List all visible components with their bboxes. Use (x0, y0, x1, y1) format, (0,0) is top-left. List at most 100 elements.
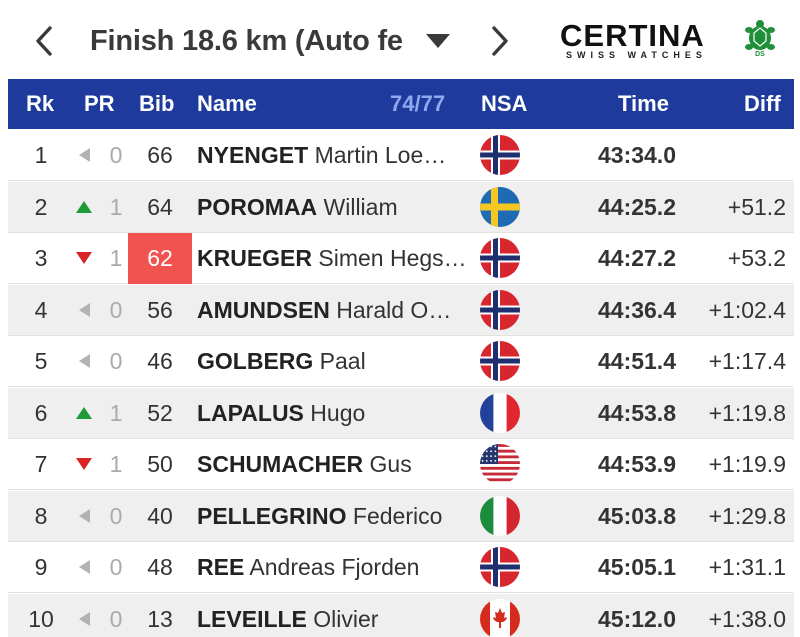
nsa-flag-icon (480, 186, 520, 227)
rank-down-icon (76, 458, 92, 470)
table-row[interactable]: 7 1 50 SCHUMACHER Gus 44:53.9 +1:19.9 (8, 439, 794, 490)
column-header-bib[interactable]: Bib (139, 91, 175, 116)
column-header-nsa[interactable]: NSA (481, 91, 528, 116)
athlete-name[interactable]: POROMAA William (197, 182, 469, 233)
athlete-last-name: GOLBERG (197, 348, 314, 374)
athlete-name[interactable]: LEVEILLE Olivier (197, 594, 469, 637)
position-change-value: 1 (109, 399, 123, 426)
table-row[interactable]: 8 0 40 PELLEGRINO Federico 45:03.8 +1:29.8 (8, 490, 794, 542)
diff-cell: +51.2 (727, 193, 786, 220)
athlete-first-name: Paal (319, 348, 366, 374)
time-cell: 45:12.0 (597, 605, 676, 632)
position-change-value: 0 (109, 142, 123, 168)
bib-cell: 48 (147, 554, 173, 580)
athlete-last-name: NYENGET (197, 142, 309, 168)
table-row[interactable]: 2 1 64 POROMAA William 44:25.2 +51.2 (8, 181, 794, 233)
nsa-flag-icon (480, 598, 520, 637)
diff-cell: +1:29.8 (708, 502, 786, 529)
nsa-flag-icon (480, 392, 520, 433)
rank-cell: 10 (28, 605, 54, 632)
time-cell: 44:53.8 (597, 399, 676, 426)
svg-text:DS: DS (755, 51, 765, 58)
column-header-rank[interactable]: Rk (26, 91, 55, 116)
table-row[interactable]: 4 0 56 AMUNDSEN Harald O… 44:36.4 +1:02.4 (8, 284, 794, 336)
diff-cell: +1:31.1 (708, 554, 786, 580)
bib-cell: 52 (147, 399, 173, 426)
athlete-name[interactable]: GOLBERG Paal (197, 336, 469, 387)
column-header-time[interactable]: Time (618, 91, 669, 116)
sponsor-subtitle: SWISS WATCHES (566, 50, 707, 60)
athlete-last-name: LEVEILLE (197, 605, 307, 632)
position-change-indicator (76, 405, 92, 421)
time-cell: 44:51.4 (597, 348, 676, 374)
athlete-name[interactable]: KRUEGER Simen Hegs… (197, 233, 469, 284)
table-row[interactable]: 9 0 48 REE Andreas Fjorden 45:05.1 +1:31.1 (8, 542, 794, 593)
rank-unchanged-icon (79, 560, 90, 574)
table-row[interactable]: 6 1 52 LAPALUS Hugo 44:53.8 +1:19.8 (8, 387, 794, 439)
sponsor-logo: CERTINA SWISS WATCHES DS (560, 18, 782, 62)
position-change-indicator (76, 559, 92, 575)
column-header-name[interactable]: Name (197, 91, 257, 116)
table-row[interactable]: 5 0 46 GOLBERG Paal 44:51.4 +1:17.4 (8, 336, 794, 387)
time-cell: 44:53.9 (597, 451, 676, 477)
rank-down-icon (76, 252, 92, 264)
diff-cell: +1:19.8 (708, 399, 786, 426)
rank-up-icon (76, 406, 92, 419)
chevron-left-icon (36, 26, 52, 56)
position-change-value: 0 (109, 554, 123, 580)
results-count: 74/77 (390, 91, 446, 116)
rank-cell: 2 (34, 193, 48, 220)
bib-cell: 64 (147, 193, 173, 220)
athlete-name[interactable]: REE Andreas Fjorden (197, 542, 469, 593)
diff-cell: +1:19.9 (708, 451, 786, 477)
bib-cell: 56 (147, 296, 173, 323)
rank-cell: 4 (34, 296, 48, 323)
next-race-button[interactable] (480, 18, 520, 64)
chevron-right-icon (492, 26, 508, 56)
athlete-first-name: William (323, 193, 398, 220)
column-header-pr[interactable]: PR (84, 91, 115, 116)
athlete-last-name: LAPALUS (197, 399, 304, 426)
previous-race-button[interactable] (24, 18, 64, 64)
position-change-value: 1 (109, 245, 123, 271)
rank-cell: 1 (34, 142, 48, 168)
position-change-indicator (76, 199, 92, 215)
position-change-value: 0 (109, 605, 123, 632)
nsa-flag-icon (480, 341, 520, 381)
time-cell: 44:36.4 (597, 296, 676, 323)
athlete-first-name: Simen Hegs… (318, 245, 467, 271)
diff-cell: +1:17.4 (708, 348, 786, 374)
race-selector-dropdown[interactable]: Finish 18.6 km (Auto fe (90, 18, 462, 64)
sponsor-name: CERTINA (560, 18, 705, 53)
position-change-indicator (76, 353, 92, 369)
time-cell: 43:34.0 (597, 142, 676, 168)
position-change-indicator (76, 508, 92, 524)
top-bar: Finish 18.6 km (Auto fe CERTINA SWISS WA… (0, 0, 800, 80)
table-row[interactable]: 3 1 62 KRUEGER Simen Hegs… 44:27.2 +53.2 (8, 233, 794, 284)
nsa-flag-icon (480, 444, 520, 484)
rank-unchanged-icon (79, 148, 90, 162)
athlete-name[interactable]: SCHUMACHER Gus (197, 439, 469, 490)
athlete-first-name: Andreas Fjorden (249, 554, 420, 580)
rank-cell: 3 (34, 245, 48, 271)
bib-cell: 46 (147, 348, 173, 374)
table-row[interactable]: 10 0 13 LEVEILLE Olivier 45:12.0 +1:38.0 (8, 593, 794, 637)
time-cell: 45:05.1 (597, 554, 676, 580)
athlete-first-name: Federico (352, 502, 443, 529)
rank-up-icon (76, 200, 92, 213)
athlete-name[interactable]: LAPALUS Hugo (197, 388, 469, 439)
athlete-name[interactable]: NYENGET Martin Loe… (197, 130, 469, 181)
bib-cell: 62 (128, 233, 192, 284)
athlete-last-name: POROMAA (197, 193, 318, 220)
table-row[interactable]: 1 0 66 NYENGET Martin Loe… 43:34.0 (8, 130, 794, 181)
nsa-flag-icon (480, 547, 520, 587)
athlete-name[interactable]: PELLEGRINO Federico (197, 491, 469, 542)
athlete-last-name: PELLEGRINO (197, 502, 347, 529)
diff-cell: +53.2 (727, 245, 786, 271)
athlete-name[interactable]: AMUNDSEN Harald O… (197, 285, 469, 336)
diff-cell (682, 130, 786, 181)
bib-cell: 66 (147, 142, 173, 168)
athlete-first-name: Martin Loe… (314, 142, 447, 168)
position-change-value: 0 (109, 296, 123, 323)
column-header-diff[interactable]: Diff (744, 91, 781, 116)
